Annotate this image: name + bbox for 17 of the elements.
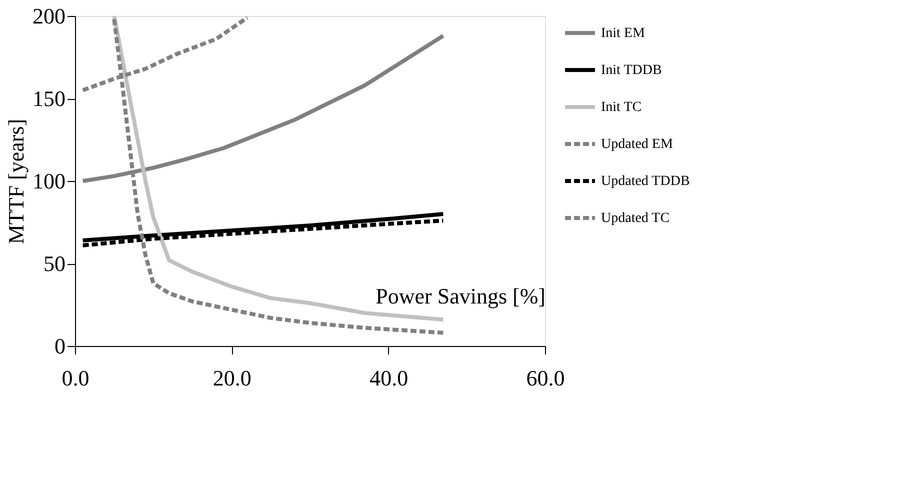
legend-label: Updated TDDB [601, 174, 690, 189]
x-tick-label: 60.0 [526, 366, 565, 390]
y-tick-label: 150 [32, 86, 66, 111]
y-tick-label: 0 [54, 334, 66, 358]
legend-label: Init EM [601, 26, 646, 41]
x-axis-title: Power Savings [%] [376, 284, 546, 308]
legend-label: Init TDDB [601, 63, 662, 78]
y-tick-label: 100 [32, 168, 66, 194]
x-tick-label: 20.0 [212, 366, 252, 390]
legend-label: Updated EM [601, 137, 674, 152]
y-tick-label: 200 [32, 4, 66, 28]
legend-label: Updated TC [601, 211, 670, 226]
x-tick-label: 0.0 [62, 366, 90, 390]
y-axis-title: MTTF [years] [4, 118, 28, 244]
y-tick-label: 50 [44, 251, 66, 276]
x-tick-label: 40.0 [370, 366, 408, 390]
legend-label: Init TC [601, 100, 642, 115]
